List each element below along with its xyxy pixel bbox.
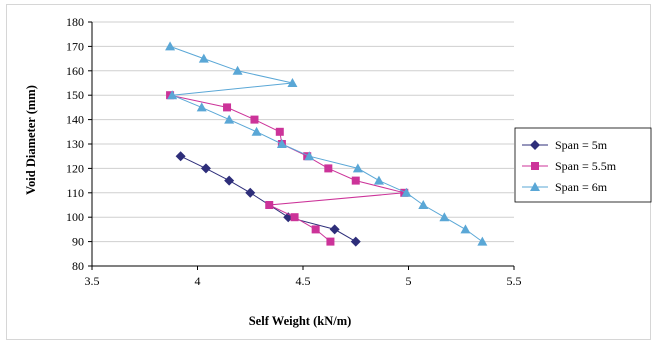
series-layer (165, 41, 488, 247)
data-point-1-6 (329, 224, 340, 235)
legend-marker-2 (531, 162, 539, 170)
y-tick-label-80: 80 (72, 259, 84, 273)
data-point-1-1 (175, 151, 186, 162)
y-tick-label-100: 100 (66, 210, 84, 224)
data-point-3-2 (198, 53, 209, 63)
legend: Span = 5m Span = 5.5m Span = 6m (514, 127, 652, 203)
data-point-3-14 (418, 200, 429, 209)
data-point-3-13 (401, 187, 412, 197)
series-1 (175, 151, 361, 247)
data-point-3-8 (251, 126, 262, 136)
data-point-3-17 (477, 236, 488, 246)
y-tick-label-140: 140 (66, 113, 84, 127)
gridlines (92, 21, 514, 243)
data-point-3-4 (287, 78, 298, 87)
y-axis-title: Void Diameter (mm) (24, 85, 38, 195)
y-tick-label-130: 130 (66, 137, 84, 151)
x-tick-label-4: 4 (195, 274, 201, 288)
data-point-1-2 (200, 163, 211, 174)
y-tick-label-180: 180 (66, 15, 84, 29)
data-point-2-2 (223, 103, 232, 112)
y-tick-label-170: 170 (66, 39, 84, 53)
data-point-3-10 (304, 151, 315, 161)
data-point-3-5 (167, 90, 178, 100)
data-point-2-7 (324, 164, 333, 173)
data-point-2-3 (250, 115, 259, 124)
legend-marker-3 (530, 182, 540, 191)
data-point-3-15 (439, 212, 450, 222)
y-tick-label-90: 90 (72, 235, 84, 249)
y-tick-label-160: 160 (66, 64, 84, 78)
data-point-1-7 (350, 236, 361, 247)
legend-label-3: Span = 6m (555, 180, 608, 194)
y-tick-labels: 80 90 100 110 120 130 140 150 160 170 180 (66, 15, 84, 273)
data-point-2-12 (311, 225, 320, 234)
data-point-2-10 (265, 201, 274, 209)
x-tick-label-5.5: 5.5 (507, 274, 522, 288)
legend-marker-1 (530, 140, 540, 150)
legend-label-2: Span = 5.5m (555, 159, 617, 173)
x-tick-labels: 3.5 4 4.5 5 5.5 (85, 274, 522, 288)
y-tick-label-110: 110 (66, 186, 84, 200)
data-point-2-4 (275, 127, 284, 136)
x-tick-label-3.5: 3.5 (85, 274, 100, 288)
data-point-3-3 (232, 65, 243, 75)
y-tick-label-150: 150 (66, 88, 84, 102)
data-point-1-4 (245, 187, 256, 198)
data-point-3-16 (460, 224, 471, 234)
x-axis-title: Self Weight (kN/m) (249, 314, 352, 328)
data-point-2-8 (351, 176, 360, 185)
data-point-3-11 (352, 163, 363, 173)
legend-label-1: Span = 5m (555, 138, 608, 152)
data-point-3-7 (224, 114, 235, 124)
data-point-1-3 (224, 175, 235, 186)
data-point-3-12 (373, 175, 384, 185)
series-3 (165, 41, 488, 246)
x-tick-label-5: 5 (406, 274, 412, 288)
data-point-2-13 (326, 237, 335, 246)
data-point-3-1 (165, 41, 176, 51)
data-point-2-11 (290, 213, 299, 222)
x-tick-label-4.5: 4.5 (296, 274, 311, 288)
axes (88, 21, 515, 270)
y-tick-label-120: 120 (66, 161, 84, 175)
data-point-3-9 (276, 139, 287, 148)
data-point-3-6 (196, 102, 207, 112)
